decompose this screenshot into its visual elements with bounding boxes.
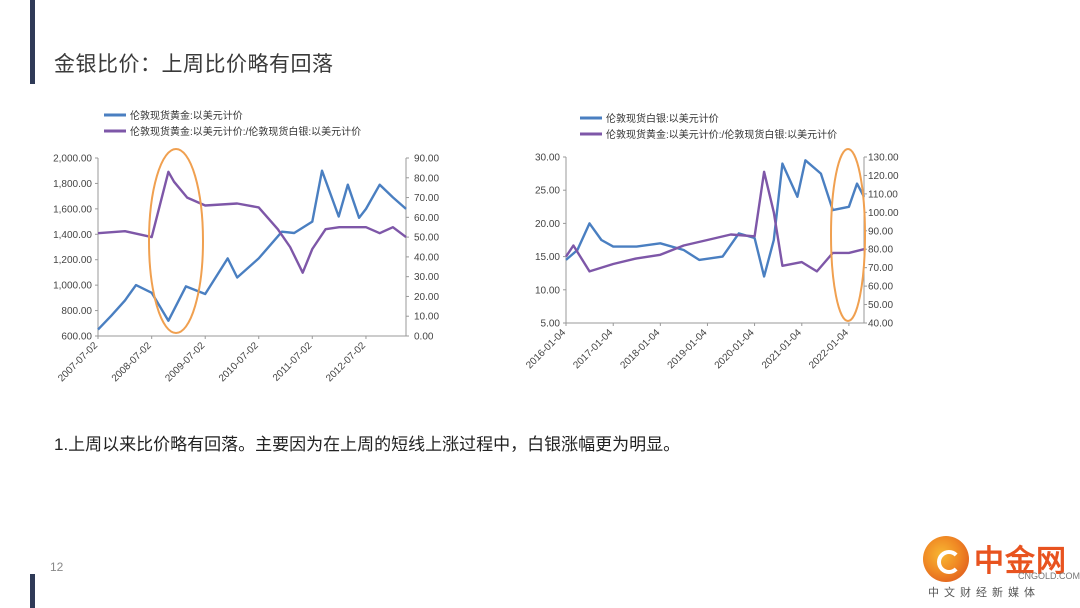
logo-mark-icon bbox=[923, 536, 969, 582]
chart1-x-tick-label: 2009-07-02 bbox=[163, 340, 207, 384]
chart2-series-2-line bbox=[565, 170, 865, 273]
chart1-right-tick-label: 60.00 bbox=[414, 213, 439, 224]
chart1-right-tick-label: 70.00 bbox=[414, 193, 439, 204]
chart2-x-tick-label: 2017-01-04 bbox=[571, 327, 615, 371]
chart2-left-tick-label: 20.00 bbox=[535, 219, 560, 230]
chart1-highlight-ellipse bbox=[148, 148, 204, 334]
chart1-right-tick-label: 80.00 bbox=[414, 173, 439, 184]
chart1-left-tick-label: 1,000.00 bbox=[53, 281, 92, 292]
chart2-series-1-line bbox=[565, 159, 866, 278]
chart1-x-tick-label: 2011-07-02 bbox=[271, 340, 315, 384]
chart1-left-tick-label: 1,600.00 bbox=[53, 204, 92, 215]
chart2-right-tick-label: 120.00 bbox=[868, 171, 899, 182]
chart2-right-tick-label: 130.00 bbox=[868, 153, 899, 164]
chart1-left-tick-label: 1,800.00 bbox=[53, 179, 92, 190]
chart1-x-tick-label: 2012-07-02 bbox=[324, 340, 368, 384]
chart2-right-tick-label: 90.00 bbox=[868, 226, 893, 237]
chart1-right-tick-label: 30.00 bbox=[414, 272, 439, 283]
brand-logo: 中金网 CNGOLD.COM.CN 中文财经新媒体 bbox=[918, 534, 1080, 604]
chart1-right-tick-label: 40.00 bbox=[414, 252, 439, 263]
chart2-left-tick-label: 10.00 bbox=[535, 285, 560, 296]
chart2-right-tick-label: 70.00 bbox=[868, 263, 893, 274]
chart1-series-2-line bbox=[97, 170, 407, 274]
chart1-x-tick-label: 2010-07-02 bbox=[217, 340, 261, 384]
chart1-x-tick-label: 2008-07-02 bbox=[110, 340, 154, 384]
chart1-x-tick-label: 2007-07-02 bbox=[56, 340, 100, 384]
chart2-x-tick-label: 2021-01-04 bbox=[760, 327, 804, 371]
chart1-right-tick-label: 90.00 bbox=[414, 154, 439, 165]
chart2-right-tick-label: 110.00 bbox=[868, 189, 898, 200]
chart2-left-tick-label: 30.00 bbox=[535, 153, 560, 164]
logo-name: 中金网 bbox=[974, 545, 1067, 578]
chart2-left-tick-label: 15.00 bbox=[535, 252, 560, 263]
chart2-left-tick-label: 5.00 bbox=[541, 319, 561, 330]
charts: 600.00 800.00 1,000.00 1,200.00 1,400.00 1,60… bbox=[53, 109, 899, 384]
logo-tagline: 中文财经新媒体 bbox=[928, 587, 1040, 599]
chart2-x-tick-label: 2020-01-04 bbox=[713, 327, 757, 371]
chart1-left-tick-label: 2,000.00 bbox=[53, 154, 92, 165]
chart2-legend-2-label: 伦敦现货黄金:以美元计价:/伦敦现货白银:以美元计价 bbox=[606, 128, 837, 141]
chart2-x-tick-label: 2022-01-04 bbox=[807, 327, 851, 371]
chart2-highlight-ellipse bbox=[830, 148, 866, 322]
chart2-right-tick-label: 40.00 bbox=[868, 319, 893, 330]
chart1-legend-1-label: 伦敦现货黄金:以美元计价 bbox=[130, 109, 243, 122]
logo-domain: CNGOLD.COM.CN bbox=[1018, 571, 1080, 581]
chart2-right-tick-label: 60.00 bbox=[868, 282, 893, 293]
accent-bar-top bbox=[30, 0, 35, 84]
bullet-text: 1.上周以来比价略有回落。主要因为在上周的短线上涨过程中，白银涨幅更为明显。 bbox=[54, 435, 681, 454]
chart2-x-tick-label: 2016-01-04 bbox=[524, 327, 568, 371]
chart2-right-tick-label: 80.00 bbox=[868, 245, 893, 256]
slide-title: 金银比价：上周比价略有回落 bbox=[54, 53, 334, 76]
chart1-right-tick-label: 0.00 bbox=[414, 332, 434, 343]
chart2-right-tick-label: 100.00 bbox=[868, 208, 899, 219]
chart1-right-tick-label: 20.00 bbox=[414, 292, 439, 303]
chart1-right-tick-label: 50.00 bbox=[414, 233, 439, 244]
page-number: 12 bbox=[50, 560, 64, 574]
chart1-left-tick-label: 1,200.00 bbox=[53, 255, 92, 266]
chart2-legend-1-label: 伦敦现货白银:以美元计价 bbox=[606, 112, 719, 125]
chart1-left-tick-label: 1,400.00 bbox=[53, 230, 92, 241]
chart2-left-tick-label: 25.00 bbox=[535, 186, 560, 197]
chart1-right-tick-label: 10.00 bbox=[414, 312, 439, 323]
chart2-x-tick-label: 2018-01-04 bbox=[619, 327, 663, 371]
chart1-series-1-line bbox=[97, 169, 407, 331]
chart1-left-tick-label: 800.00 bbox=[61, 306, 92, 317]
chart2-x-tick-label: 2019-01-04 bbox=[666, 327, 710, 371]
chart1-legend-2-label: 伦敦现货黄金:以美元计价:/伦敦现货白银:以美元计价 bbox=[130, 125, 361, 138]
accent-bar-bottom bbox=[30, 574, 35, 608]
chart2-right-tick-label: 50.00 bbox=[868, 300, 893, 311]
chart1-left-tick-label: 600.00 bbox=[61, 332, 92, 343]
